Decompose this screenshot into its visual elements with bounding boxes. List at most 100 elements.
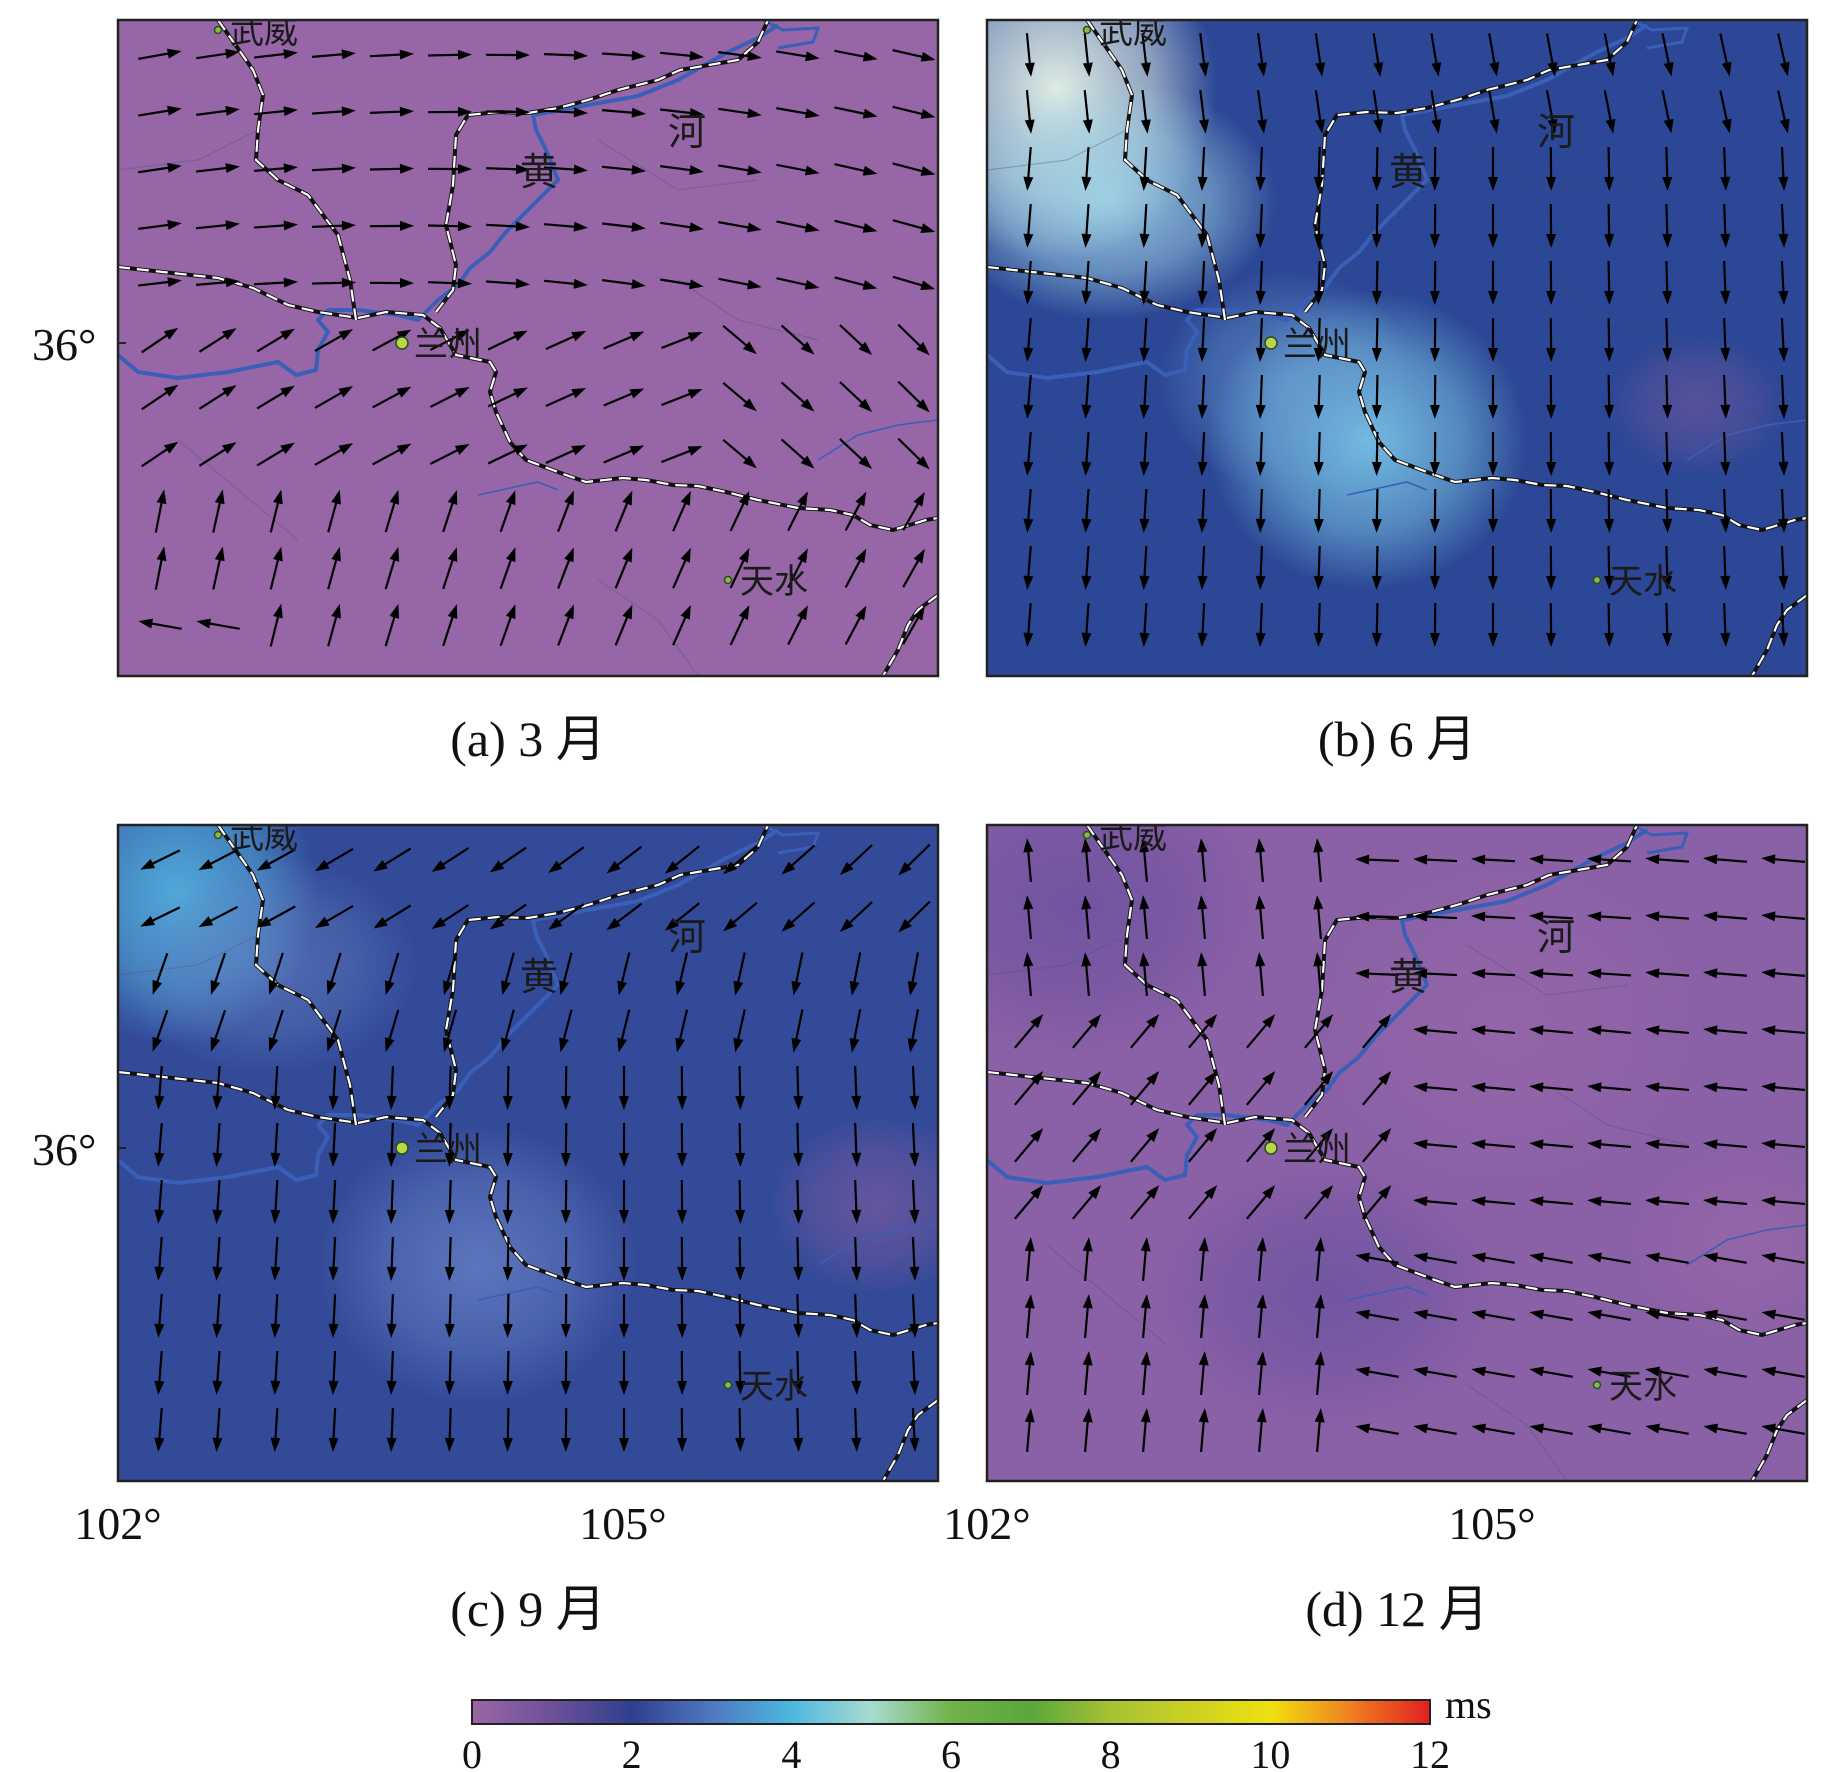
city-dot-tianshui: [1592, 1380, 1602, 1390]
wind-vector: [1014, 1185, 1044, 1220]
wind-vector: [1720, 374, 1731, 419]
wind-vector: [327, 546, 341, 590]
wind-vector: [1197, 545, 1208, 590]
county-lines: [987, 934, 1688, 1481]
wind-vector: [1761, 1025, 1806, 1036]
colorbar-tick-label: 2: [622, 1732, 642, 1772]
wind-vector: [1024, 1237, 1035, 1282]
wind-vector: [487, 330, 528, 351]
wind-vector: [735, 1122, 746, 1167]
wind-vector: [373, 904, 412, 929]
wind-vector: [1313, 317, 1324, 362]
wind-vector: [1778, 602, 1789, 647]
wind-vector: [1371, 431, 1382, 476]
wind-vector: [386, 1236, 397, 1281]
wind-vector: [154, 1407, 165, 1452]
wind-vector: [1487, 203, 1498, 248]
wind-vector: [502, 1122, 513, 1167]
wind-vector: [1645, 1366, 1689, 1378]
wind-vector: [427, 221, 472, 232]
wind-vector: [253, 163, 298, 174]
wind-vector: [384, 546, 400, 590]
wind-vector: [661, 389, 703, 406]
wind-vector: [677, 1065, 688, 1110]
wind-vector: [195, 277, 240, 288]
wind-vector: [1720, 431, 1731, 476]
map-frame: [985, 823, 1809, 1483]
wind-vector: [1587, 1025, 1632, 1036]
wind-vector: [196, 163, 240, 174]
wind-vector: [618, 1350, 629, 1395]
wind-vector: [1703, 1366, 1747, 1378]
wind-vector: [614, 604, 633, 646]
wind-vector: [502, 1065, 513, 1110]
wind-vector: [1761, 1139, 1806, 1150]
wind-vector: [1662, 203, 1673, 248]
province-border-dash: [217, 20, 358, 321]
panel-caption: (a) 3 月: [450, 711, 606, 767]
wind-vector: [1255, 545, 1266, 590]
wind-vector: [1023, 545, 1034, 590]
wind-vector: [140, 849, 181, 870]
lon-label: 102°: [74, 1498, 161, 1549]
wind-vector: [1587, 911, 1632, 922]
wind-vector: [892, 105, 936, 119]
wind-vector: [427, 164, 472, 175]
province-border-dash: [118, 1070, 938, 1337]
wind-vector: [1313, 895, 1324, 940]
wind-vector: [328, 1179, 339, 1224]
wind-vector: [661, 332, 703, 349]
wind-vector: [427, 278, 472, 289]
wind-vector: [1413, 1366, 1457, 1378]
wind-vector: [1314, 1237, 1325, 1282]
wind-vector: [1645, 1252, 1689, 1264]
wind-vector: [672, 604, 691, 646]
wind-vector: [1255, 203, 1266, 248]
wind-vector: [1761, 911, 1806, 922]
wind-vector: [1720, 260, 1731, 305]
wind-vector: [780, 324, 815, 355]
wind-vector: [672, 490, 691, 532]
wind-vector: [834, 219, 878, 233]
wind-vector: [485, 278, 530, 289]
wind-vector: [1778, 431, 1789, 476]
county-lines: [987, 129, 1688, 676]
yellow-river-upper: [762, 20, 821, 50]
wind-vector: [502, 1179, 513, 1224]
wind-vector: [1604, 545, 1615, 590]
wind-vector: [1130, 1014, 1160, 1049]
wind-vector: [1313, 952, 1324, 997]
wind-vector: [1488, 90, 1500, 134]
wind-vector: [210, 952, 227, 995]
wind-vector: [1413, 1139, 1458, 1150]
wind-vector: [1072, 1185, 1102, 1220]
wind-vector: [138, 219, 182, 230]
city-label-tianshui: 天水: [1609, 562, 1677, 602]
wind-vector: [1429, 488, 1440, 533]
colorbar-unit: ms: [1445, 1682, 1492, 1727]
wind-vector: [677, 1179, 688, 1224]
wind-vector: [1355, 968, 1400, 979]
wind-vector: [254, 49, 298, 60]
wind-vector: [196, 105, 240, 116]
wind-vector: [559, 1009, 573, 1053]
wind-vector: [1188, 1014, 1218, 1049]
wind-vector: [1082, 1408, 1093, 1453]
wind-vector: [369, 220, 414, 231]
wind-vector: [1777, 33, 1790, 77]
wind-vector: [1081, 374, 1092, 419]
wind-vector: [1471, 854, 1516, 865]
wind-vector: [1197, 952, 1208, 997]
wind-vector: [311, 49, 356, 60]
wind-vector: [1255, 374, 1266, 419]
wind-vector: [269, 489, 283, 533]
wind-vector: [1413, 1423, 1457, 1435]
wind-vector: [196, 220, 240, 231]
wind-vector: [372, 386, 412, 409]
wind-vector: [384, 952, 400, 996]
wind-vector: [253, 220, 298, 231]
city-dot-tianshui: [723, 1380, 733, 1390]
wind-vector: [560, 1122, 571, 1167]
wind-vector: [314, 386, 354, 409]
wind-vector: [1024, 1294, 1035, 1339]
